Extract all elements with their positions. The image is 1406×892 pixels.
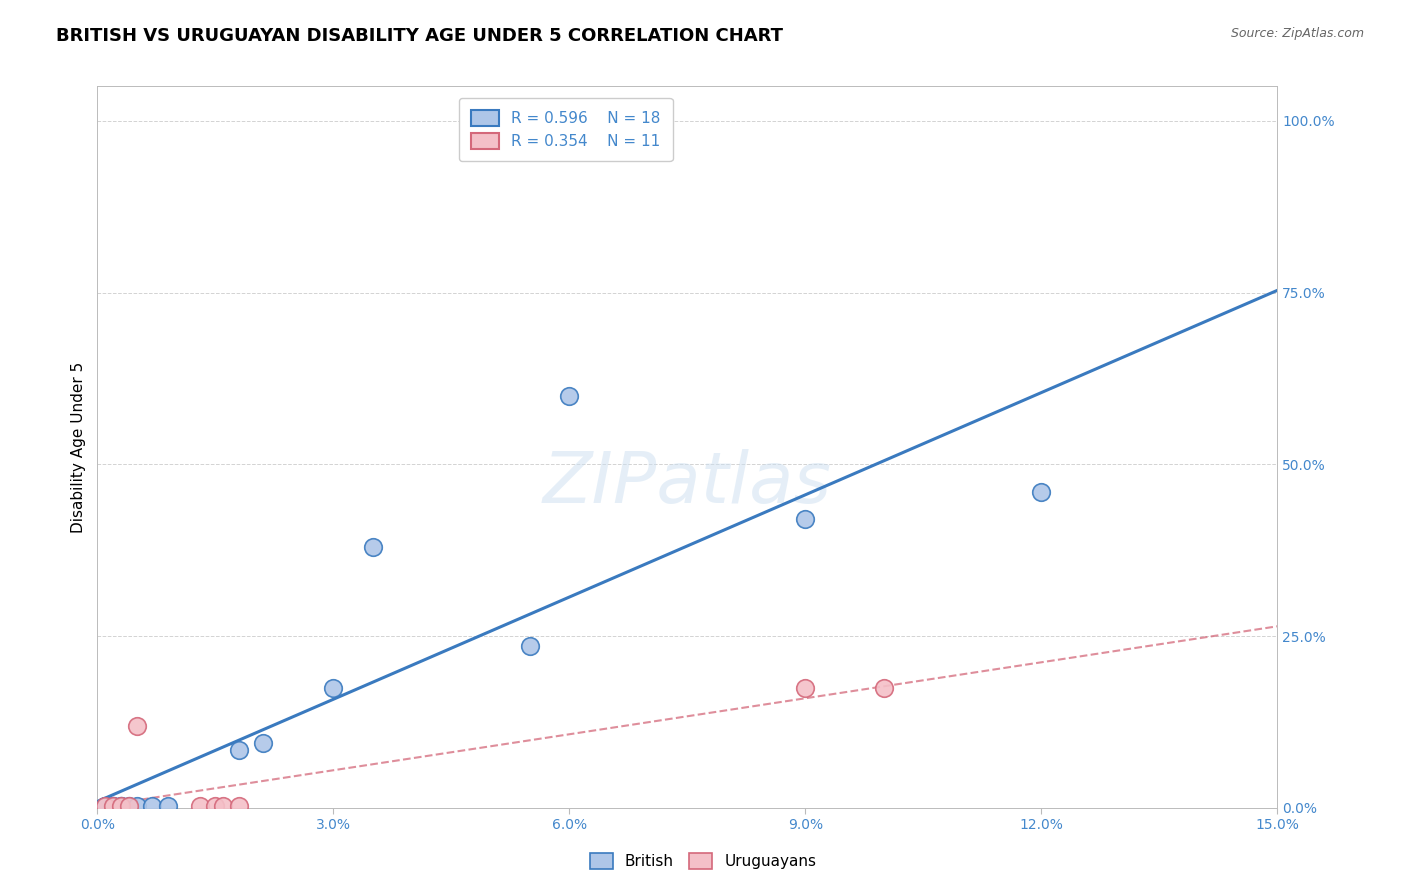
Legend: R = 0.596    N = 18, R = 0.354    N = 11: R = 0.596 N = 18, R = 0.354 N = 11 <box>458 97 672 161</box>
Text: Source: ZipAtlas.com: Source: ZipAtlas.com <box>1230 27 1364 40</box>
Point <box>361 540 384 554</box>
Text: BRITISH VS URUGUAYAN DISABILITY AGE UNDER 5 CORRELATION CHART: BRITISH VS URUGUAYAN DISABILITY AGE UNDE… <box>56 27 783 45</box>
Point <box>125 798 148 813</box>
Point <box>794 512 817 526</box>
Text: ZIPatlas: ZIPatlas <box>543 449 832 517</box>
Point <box>322 681 344 695</box>
Point <box>101 798 124 813</box>
Point <box>204 798 226 813</box>
Point <box>110 798 132 813</box>
Legend: British, Uruguayans: British, Uruguayans <box>583 847 823 875</box>
Point <box>212 798 235 813</box>
Point <box>558 389 581 403</box>
Point <box>228 742 250 756</box>
Point <box>1031 484 1053 499</box>
Point <box>228 798 250 813</box>
Point <box>110 798 132 813</box>
Point <box>125 718 148 732</box>
Point <box>110 798 132 813</box>
Point <box>188 798 211 813</box>
Point <box>252 736 274 750</box>
Point <box>519 640 541 654</box>
Point <box>101 798 124 813</box>
Point <box>794 681 817 695</box>
Y-axis label: Disability Age Under 5: Disability Age Under 5 <box>72 361 86 533</box>
Point <box>94 798 117 813</box>
Point <box>873 681 896 695</box>
Point <box>94 798 117 813</box>
Point <box>101 798 124 813</box>
Point <box>118 798 141 813</box>
Point <box>118 798 141 813</box>
Point <box>141 798 163 813</box>
Point <box>157 798 180 813</box>
Point <box>94 798 117 813</box>
